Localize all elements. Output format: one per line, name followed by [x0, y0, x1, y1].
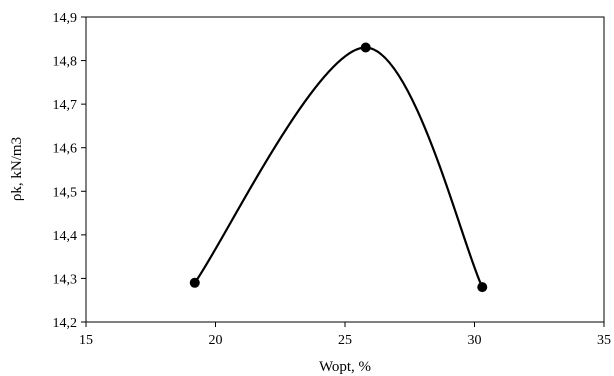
series-line	[193, 46, 484, 288]
y-tick-label: 14,8	[53, 55, 78, 70]
y-tick-label: 14,3	[53, 272, 78, 287]
y-tick-label: 14,9	[53, 11, 78, 26]
y-tick-label: 14,6	[53, 142, 78, 157]
y-axis-ticks: 14,2 14,3 14,4 14,5 14,6 14,7 14,8 14,9	[53, 11, 86, 331]
series-group	[189, 42, 488, 293]
x-tick-label: 30	[468, 333, 482, 348]
x-tick-label: 15	[79, 333, 93, 348]
x-tick-label: 20	[209, 333, 223, 348]
y-tick-label: 14,4	[53, 229, 78, 244]
data-point-marker	[477, 282, 488, 293]
y-tick-label: 14,7	[53, 98, 78, 113]
y-axis-title: ρk, kN/m3	[9, 137, 25, 201]
plot-area	[85, 16, 605, 323]
y-tick-label: 14,2	[53, 316, 78, 331]
data-point-marker	[189, 277, 200, 288]
data-point-marker	[360, 42, 371, 53]
x-axis-ticks: 15 20 25 30 35	[79, 322, 611, 348]
x-axis-title: Wopt, %	[319, 359, 371, 375]
x-tick-label: 25	[338, 333, 352, 348]
y-tick-label: 14,5	[53, 185, 78, 200]
x-tick-label: 35	[597, 333, 611, 348]
